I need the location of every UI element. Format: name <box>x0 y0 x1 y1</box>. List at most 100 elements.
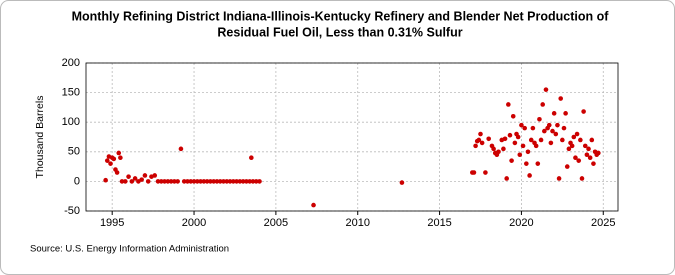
point <box>537 116 542 122</box>
point <box>114 170 120 175</box>
point <box>473 143 478 149</box>
point <box>129 179 135 184</box>
y-tick-label: 200 <box>62 57 80 69</box>
point <box>579 176 585 181</box>
point <box>533 143 539 149</box>
point <box>118 155 123 161</box>
point <box>244 179 249 184</box>
point <box>181 179 187 184</box>
point <box>188 179 194 184</box>
point <box>581 109 586 114</box>
point <box>204 179 210 184</box>
point <box>548 140 554 146</box>
point <box>311 202 316 208</box>
point <box>555 122 560 128</box>
point <box>168 179 174 184</box>
point <box>172 179 177 184</box>
x-tick-label: 1995 <box>100 217 124 229</box>
point <box>566 146 572 152</box>
point <box>502 136 508 142</box>
point <box>145 179 151 184</box>
point <box>224 179 230 184</box>
x-tick-label: 2010 <box>345 217 369 229</box>
point <box>563 111 568 116</box>
point <box>195 179 200 184</box>
point <box>483 170 488 175</box>
point <box>471 170 477 175</box>
point <box>517 152 523 158</box>
x-tick-label: 2025 <box>591 217 615 229</box>
point <box>501 146 506 152</box>
point <box>126 174 131 179</box>
point <box>234 179 239 184</box>
plot-border <box>85 62 619 212</box>
point <box>546 122 552 128</box>
point <box>578 137 583 143</box>
point <box>528 137 534 143</box>
point <box>253 179 259 184</box>
point <box>574 131 580 137</box>
point <box>558 96 564 101</box>
point <box>543 87 549 92</box>
point <box>399 180 405 185</box>
chart-subtitle: Residual Fuel Oil, Less than 0.31% Sulfu… <box>217 25 462 39</box>
point <box>103 177 108 183</box>
point <box>515 134 521 140</box>
point <box>587 155 593 161</box>
point <box>227 179 233 184</box>
x-tick-label: 2020 <box>509 217 533 229</box>
point <box>208 179 213 184</box>
point <box>550 128 555 134</box>
point <box>247 179 252 184</box>
point <box>589 137 595 143</box>
point <box>525 149 531 155</box>
point <box>507 132 513 138</box>
chart-title: Monthly Refining District Indiana-Illino… <box>72 9 610 23</box>
point <box>139 177 144 182</box>
point <box>510 113 516 119</box>
point <box>211 179 216 184</box>
point <box>506 102 511 107</box>
point <box>540 102 546 107</box>
point <box>478 131 483 137</box>
point <box>596 150 601 156</box>
point <box>214 179 220 184</box>
point <box>185 179 190 184</box>
point <box>108 161 113 166</box>
point <box>496 149 501 155</box>
y-tick-label: 0 <box>74 175 80 187</box>
point <box>132 176 138 181</box>
point <box>512 140 518 146</box>
point <box>198 179 203 184</box>
point <box>119 179 125 184</box>
point <box>142 173 148 178</box>
point <box>165 179 171 184</box>
point <box>240 179 246 184</box>
point <box>591 161 596 166</box>
point <box>476 137 482 143</box>
y-tick-label: -50 <box>64 205 80 217</box>
point <box>530 125 536 131</box>
point <box>162 179 167 184</box>
point <box>486 136 491 142</box>
point <box>551 111 557 116</box>
point <box>231 179 236 184</box>
point <box>111 156 117 162</box>
point <box>571 134 577 140</box>
point <box>237 179 243 184</box>
y-axis-label: Thousand Barrels <box>34 96 46 179</box>
point <box>191 179 197 184</box>
point <box>249 155 254 161</box>
y-tick-label: 150 <box>62 87 80 99</box>
point <box>573 155 578 161</box>
point <box>509 158 514 163</box>
point <box>504 176 509 181</box>
point <box>217 179 223 184</box>
y-tick-label: 100 <box>62 116 80 128</box>
x-tick-label: 2015 <box>427 217 451 229</box>
point <box>538 137 544 143</box>
point <box>564 164 570 169</box>
point <box>175 179 180 184</box>
point <box>524 161 529 166</box>
